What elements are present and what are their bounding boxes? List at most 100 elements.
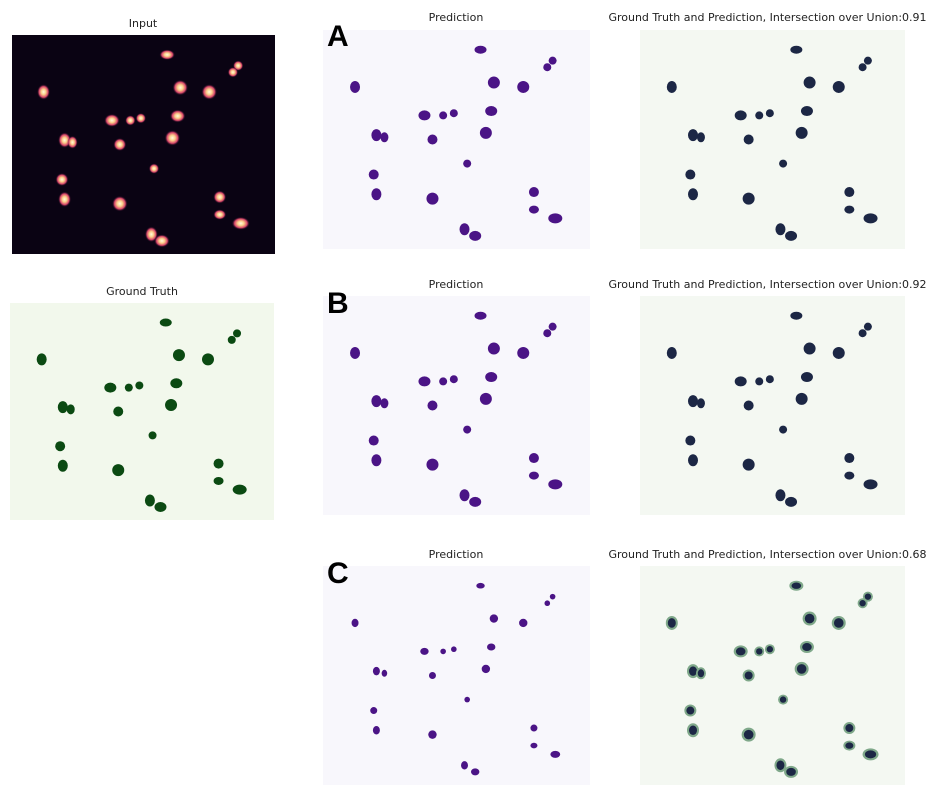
- nucleus: [476, 582, 485, 589]
- nucleus: [685, 169, 696, 180]
- nucleus-glow: [213, 190, 227, 204]
- nucleus: [844, 205, 855, 214]
- nucleus: [864, 593, 872, 600]
- nucleus: [755, 377, 764, 386]
- nucleus-glow: [213, 209, 227, 220]
- nucleus: [548, 213, 563, 224]
- nucleus: [469, 230, 482, 241]
- nucleus: [479, 392, 492, 405]
- nucleus-glow: [55, 173, 69, 187]
- nucleus: [202, 353, 214, 366]
- nucleus: [459, 489, 470, 502]
- nucleus-glow: [125, 115, 136, 126]
- nucleus: [550, 750, 561, 758]
- nucleus: [863, 479, 878, 490]
- nucleus-glow: [227, 67, 239, 78]
- nucleus: [863, 56, 872, 65]
- nucleus: [743, 134, 754, 145]
- nucleus: [790, 311, 803, 320]
- nucleus: [743, 400, 754, 411]
- nucleus: [688, 454, 698, 467]
- nucleus: [368, 435, 379, 446]
- nucleus: [791, 582, 802, 589]
- nucleus: [36, 353, 47, 366]
- nucleus: [113, 406, 124, 417]
- nucleus: [124, 383, 133, 392]
- nucleus: [863, 213, 878, 224]
- nucleus-glow: [58, 191, 72, 208]
- nucleus: [371, 395, 382, 408]
- nucleus-glow: [144, 226, 158, 243]
- panel-title: Ground Truth: [106, 285, 178, 298]
- nucleus: [844, 471, 855, 480]
- nucleus: [517, 80, 530, 93]
- nucleus: [487, 76, 500, 89]
- nucleus: [371, 188, 382, 201]
- nucleus: [380, 132, 389, 143]
- row-label: A: [327, 20, 349, 53]
- nucleus: [845, 742, 854, 749]
- nucleus: [689, 666, 697, 676]
- nucleus: [790, 45, 803, 54]
- nucleus-glow: [37, 84, 51, 100]
- nucleus: [765, 375, 774, 384]
- nucleus: [755, 111, 764, 120]
- nucleus: [428, 672, 436, 679]
- nucleus: [350, 80, 361, 93]
- nucleus: [796, 664, 807, 674]
- nucleus: [487, 643, 496, 651]
- panel-title: Ground Truth and Prediction, Intersectio…: [608, 11, 927, 24]
- nucleus: [165, 398, 178, 411]
- nucleus: [696, 398, 705, 409]
- nucleus: [487, 342, 500, 355]
- nucleus: [227, 335, 236, 344]
- nucleus: [833, 618, 844, 628]
- nucleus: [440, 648, 446, 655]
- row-label: C: [327, 557, 349, 590]
- nucleus-glow: [148, 163, 160, 174]
- nucleus: [756, 648, 763, 655]
- nucleus: [859, 600, 866, 607]
- nucleus: [543, 63, 552, 72]
- nucleus: [459, 223, 470, 236]
- nucleus: [549, 593, 556, 600]
- nucleus: [372, 726, 380, 735]
- nucleus: [804, 613, 815, 624]
- panel-title: Prediction: [429, 278, 484, 291]
- nucleus: [548, 479, 563, 490]
- nucleus-glow: [112, 195, 128, 212]
- nucleus: [800, 106, 813, 117]
- nucleus: [530, 742, 538, 749]
- nucleus: [66, 404, 75, 415]
- nucleus: [464, 696, 470, 703]
- image-panel: [323, 566, 590, 785]
- nucleus: [135, 381, 144, 390]
- nucleus: [370, 707, 378, 715]
- nucleus: [57, 459, 68, 472]
- nucleus: [735, 647, 746, 656]
- row-label: B: [327, 287, 349, 320]
- nucleus: [697, 669, 705, 678]
- nucleus: [469, 496, 482, 507]
- nucleus: [172, 349, 185, 362]
- nucleus-glow: [135, 113, 147, 124]
- nucleus: [474, 311, 487, 320]
- nucleus: [548, 56, 557, 65]
- nucleus: [104, 382, 117, 393]
- nucleus: [439, 377, 448, 386]
- nucleus: [800, 372, 813, 383]
- nucleus: [543, 329, 552, 338]
- nucleus: [380, 398, 389, 409]
- nucleus: [744, 671, 753, 680]
- nucleus: [688, 395, 698, 408]
- nucleus: [742, 192, 755, 205]
- nucleus: [858, 63, 867, 72]
- nucleus: [832, 80, 845, 93]
- nucleus: [766, 646, 774, 653]
- nucleus: [232, 484, 247, 495]
- nucleus: [427, 400, 438, 411]
- nucleus: [775, 489, 786, 502]
- nucleus: [449, 375, 458, 384]
- nucleus: [858, 329, 867, 338]
- nucleus: [481, 664, 491, 674]
